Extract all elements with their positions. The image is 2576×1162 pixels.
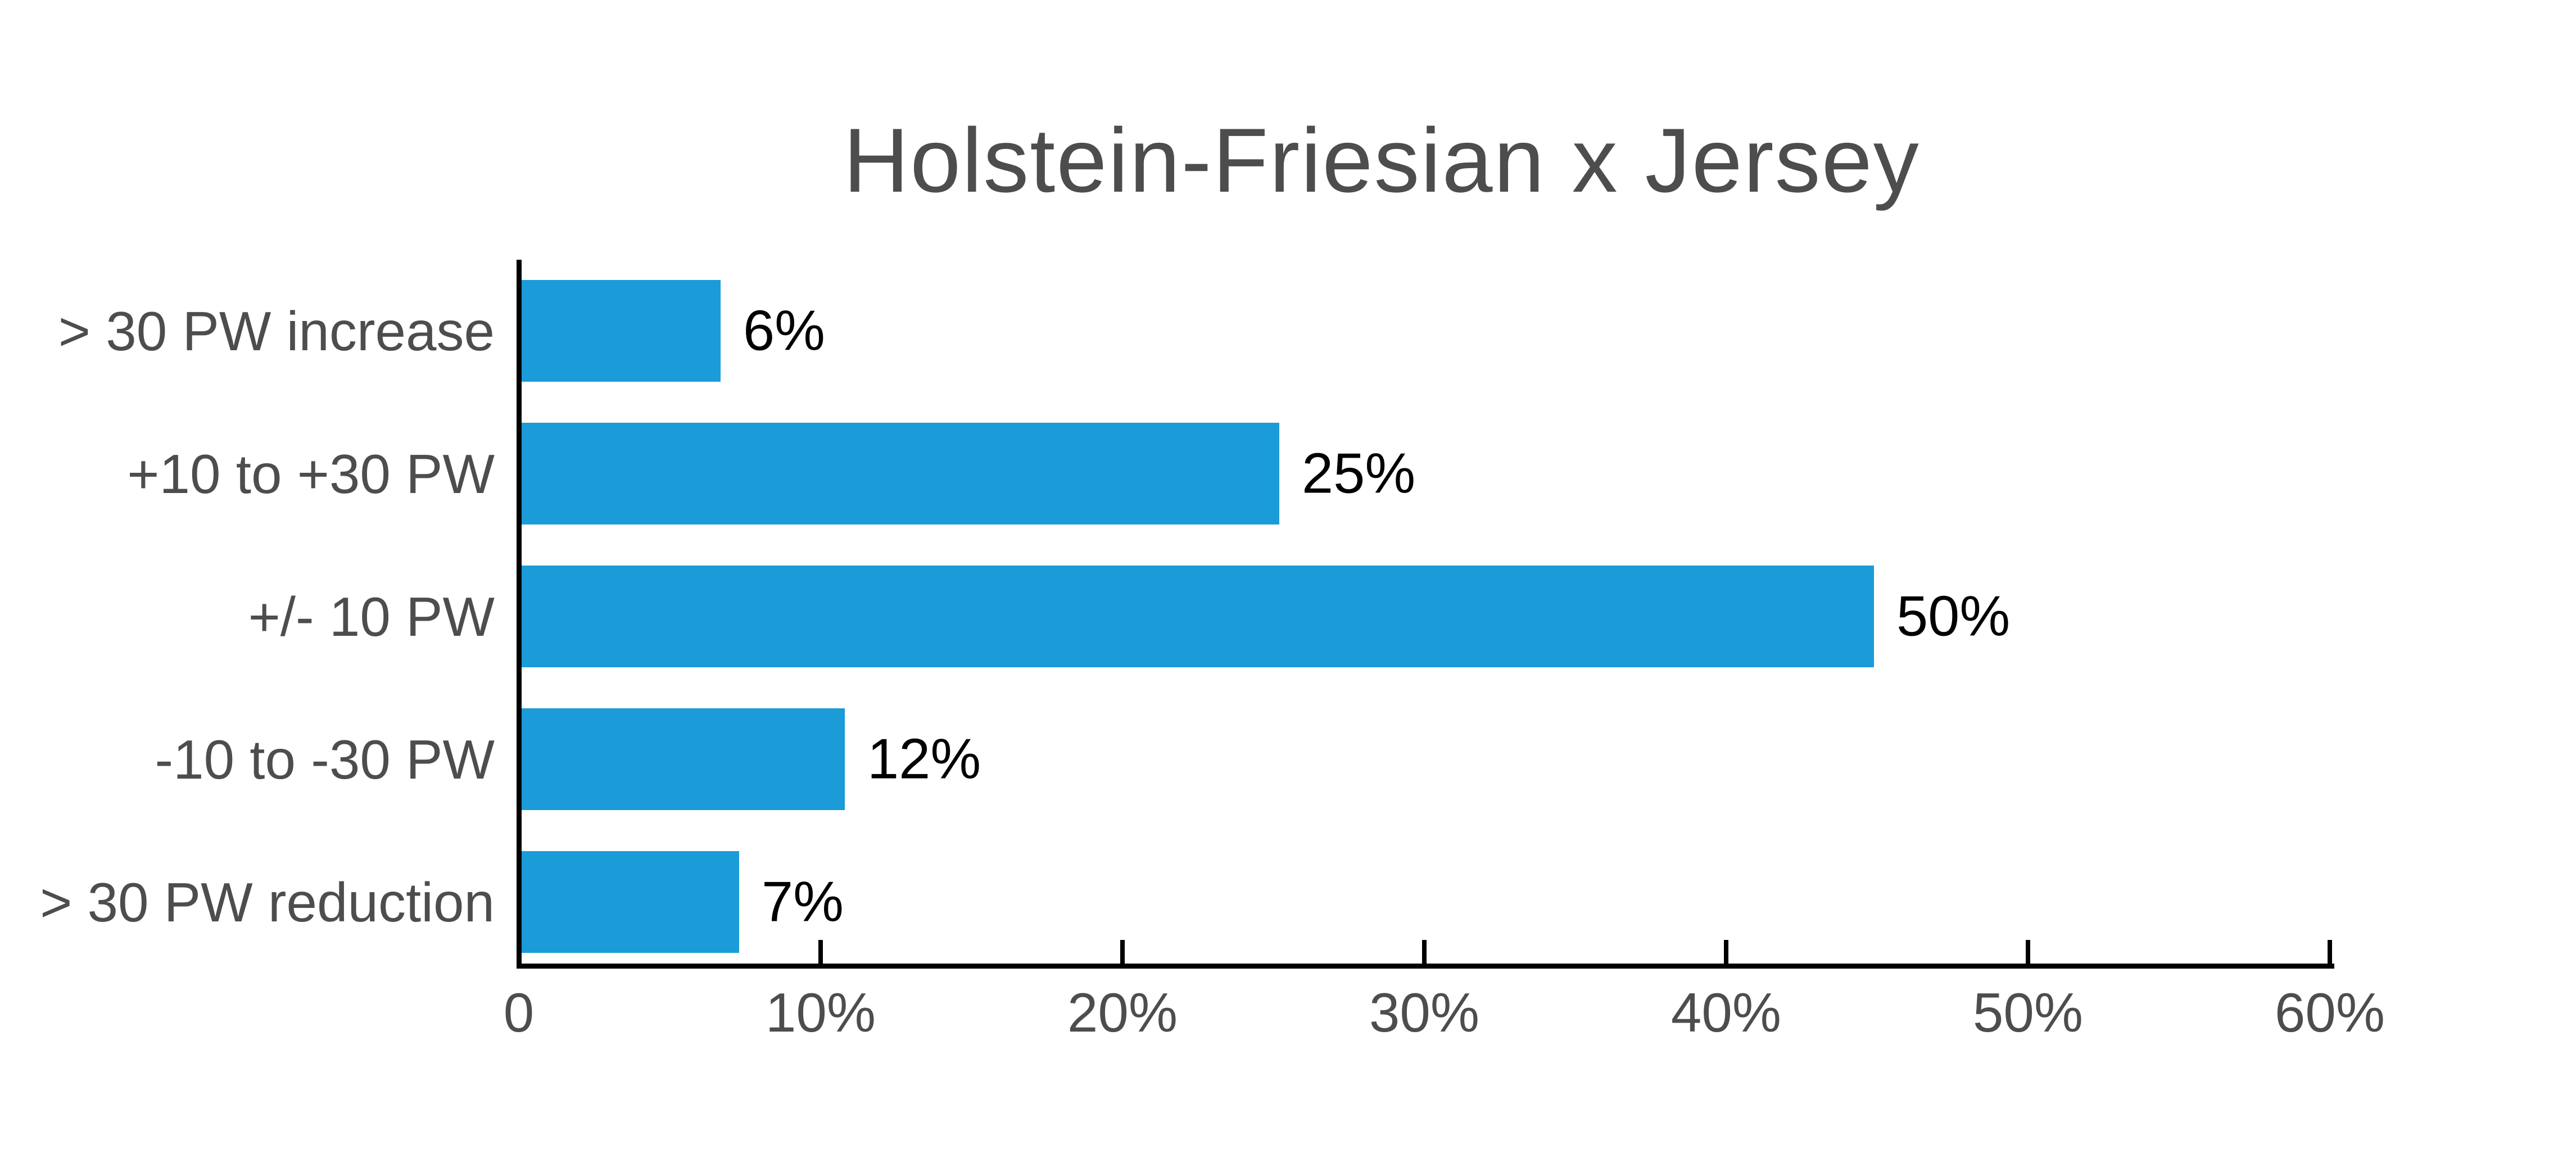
bar bbox=[522, 851, 739, 953]
bar bbox=[522, 280, 721, 382]
category-label: > 30 PW increase bbox=[58, 300, 495, 362]
x-tick-mark bbox=[2026, 940, 2030, 964]
x-tick-mark bbox=[818, 940, 823, 964]
category-label: > 30 PW reduction bbox=[40, 871, 495, 933]
x-tick-label: 50% bbox=[1972, 982, 2084, 1043]
x-tick-label: 30% bbox=[1369, 982, 1480, 1043]
value-label: 7% bbox=[762, 870, 844, 933]
value-label: 25% bbox=[1302, 442, 1416, 505]
category-label: +/- 10 PW bbox=[248, 585, 495, 648]
x-tick-label: 60% bbox=[2274, 982, 2385, 1043]
x-axis-line bbox=[517, 964, 2334, 969]
x-tick-label: 10% bbox=[765, 982, 876, 1043]
x-tick-label: 0 bbox=[503, 982, 535, 1043]
x-tick-label: 20% bbox=[1067, 982, 1178, 1043]
category-label: +10 to +30 PW bbox=[127, 442, 495, 505]
bar bbox=[522, 423, 1279, 525]
chart-title: Holstein-Friesian x Jersey bbox=[843, 110, 1920, 211]
bar bbox=[522, 708, 845, 810]
x-tick-mark bbox=[1422, 940, 1427, 964]
y-axis-line bbox=[517, 260, 522, 968]
x-tick-mark bbox=[2328, 940, 2332, 964]
value-label: 50% bbox=[1896, 585, 2011, 648]
value-label: 12% bbox=[867, 727, 981, 790]
x-tick-mark bbox=[1724, 940, 1728, 964]
category-label: -10 to -30 PW bbox=[155, 728, 495, 790]
x-tick-mark bbox=[1120, 940, 1125, 964]
x-tick-label: 40% bbox=[1670, 982, 1782, 1043]
value-label: 6% bbox=[743, 299, 825, 362]
bar bbox=[522, 566, 1874, 667]
